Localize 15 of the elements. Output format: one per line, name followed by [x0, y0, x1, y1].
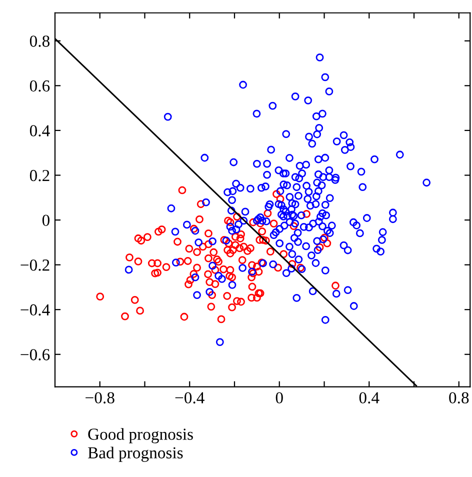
x-tick-label: 0.4 [359, 392, 380, 404]
y-tick-label: 0.2 [30, 170, 50, 182]
y-tick-label: 0.4 [30, 125, 50, 136]
y-tick-label: −0.4 [20, 304, 50, 316]
legend-label: Good prognosis [88, 428, 193, 444]
x-tick-label: 0 [276, 392, 283, 404]
x-tick-label: −0.8 [86, 392, 114, 404]
x-tick-label: −0.4 [175, 392, 204, 404]
y-tick-label: 0.8 [30, 36, 50, 47]
legend-label: Bad prognosis [88, 446, 183, 462]
y-tick-label: 0 [42, 214, 50, 226]
y-tick-label: −0.6 [20, 349, 50, 360]
y-tick-label: −0.2 [20, 260, 50, 271]
x-tick-label: 0.8 [449, 392, 469, 404]
y-tick-label: 0.6 [30, 80, 50, 92]
